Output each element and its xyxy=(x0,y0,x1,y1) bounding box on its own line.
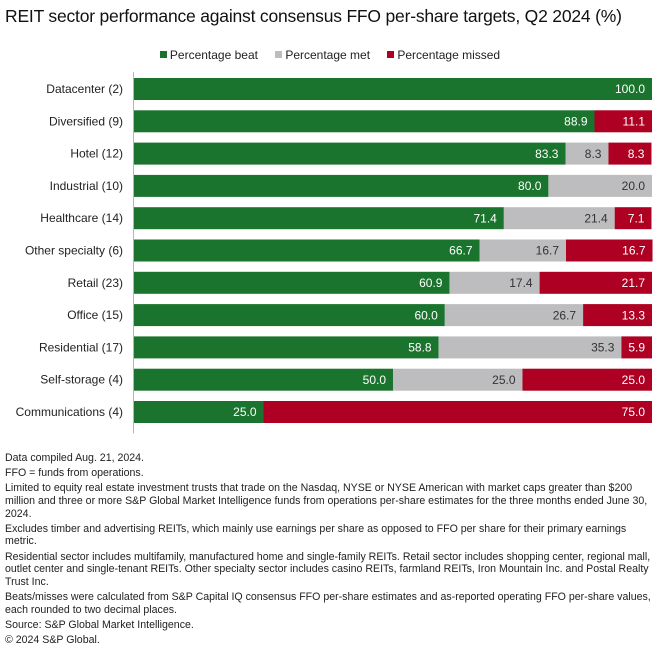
data-label-industrial-beat: 80.0 xyxy=(518,179,542,193)
data-label-retail-beat: 60.9 xyxy=(419,276,443,290)
legend-item-beat: Percentage beat xyxy=(159,48,258,62)
bar-datacenter-beat xyxy=(134,78,652,100)
legend-label-met: Percentage met xyxy=(285,48,371,62)
category-label-healthcare: Healthcare (14) xyxy=(40,211,123,225)
data-label-other-specialty-beat: 66.7 xyxy=(449,244,473,258)
category-label-other-specialty: Other specialty (6) xyxy=(25,244,123,258)
bar-self-storage-missed xyxy=(522,368,652,391)
data-label-residential-missed: 5.9 xyxy=(628,341,645,355)
data-label-diversified-beat: 88.9 xyxy=(564,115,588,129)
category-label-hotel: Hotel (12) xyxy=(70,147,123,161)
legend-label-beat: Percentage beat xyxy=(169,48,258,62)
bar-office-met xyxy=(444,304,584,327)
category-label-residential: Residential (17) xyxy=(39,340,123,354)
data-label-hotel-missed: 8.3 xyxy=(628,147,645,161)
legend-swatch-met xyxy=(275,51,283,58)
note-source: Source: S&P Global Market Intelligence. xyxy=(5,618,194,631)
bar-industrial-beat xyxy=(134,174,549,197)
note-scope: Limited to equity real estate investment… xyxy=(5,482,648,520)
bar-industrial-met xyxy=(548,174,652,197)
data-label-retail-met: 17.4 xyxy=(509,276,533,290)
data-label-self-storage-met: 25.0 xyxy=(492,373,516,387)
data-label-healthcare-beat: 71.4 xyxy=(473,211,497,225)
bar-retail-met xyxy=(449,271,540,294)
data-label-datacenter-beat: 100.0 xyxy=(615,82,645,96)
bar-other-specialty-missed xyxy=(566,239,653,262)
data-label-retail-missed: 21.7 xyxy=(622,276,646,290)
category-label-industrial: Industrial (10) xyxy=(50,179,123,193)
data-label-healthcare-met: 21.4 xyxy=(584,211,608,225)
bar-self-storage-met xyxy=(393,368,523,391)
bar-other-specialty-met xyxy=(479,239,567,262)
note-methodology: Beats/misses were calculated from S&P Ca… xyxy=(5,590,651,616)
bar-hotel-met xyxy=(565,142,609,165)
category-label-retail: Retail (23) xyxy=(68,276,123,290)
bar-diversified-beat xyxy=(134,110,595,133)
bar-residential-beat xyxy=(134,336,439,359)
chart-notes: Data compiled Aug. 21, 2024. FFO = funds… xyxy=(5,452,657,649)
category-label-diversified: Diversified (9) xyxy=(49,114,123,128)
chart-title: REIT sector performance against consensu… xyxy=(5,6,622,26)
chart-legend: Percentage beat Percentage met Percentag… xyxy=(0,48,660,62)
category-label-datacenter: Datacenter (2) xyxy=(46,82,123,96)
data-label-diversified-missed: 11.1 xyxy=(623,115,646,129)
data-label-communications-beat: 25.0 xyxy=(233,405,257,419)
data-label-healthcare-missed: 7.1 xyxy=(628,211,645,225)
data-label-self-storage-beat: 50.0 xyxy=(363,373,387,387)
legend-item-met: Percentage met xyxy=(275,48,370,62)
legend-item-missed: Percentage missed xyxy=(387,48,500,62)
bar-diversified-missed xyxy=(594,110,652,133)
bar-retail-beat xyxy=(134,271,450,294)
category-label-office: Office (15) xyxy=(67,308,123,322)
legend-swatch-missed xyxy=(387,51,395,58)
bar-healthcare-met xyxy=(503,207,615,230)
data-label-office-beat: 60.0 xyxy=(414,308,438,322)
bar-communications-missed xyxy=(263,401,652,423)
data-label-office-missed: 13.3 xyxy=(622,308,646,322)
category-label-self-storage: Self-storage (4) xyxy=(40,373,123,387)
bar-residential-met xyxy=(438,336,622,359)
bar-hotel-beat xyxy=(134,142,566,165)
bar-healthcare-missed xyxy=(614,207,652,230)
bar-other-specialty-beat xyxy=(134,239,480,262)
note-copyright: © 2024 S&P Global. xyxy=(5,633,100,646)
bar-residential-missed xyxy=(621,336,652,359)
bar-hotel-missed xyxy=(608,142,652,165)
legend-label-missed: Percentage missed xyxy=(397,48,501,62)
bar-healthcare-beat xyxy=(134,207,504,230)
data-label-residential-beat: 58.8 xyxy=(408,341,432,355)
bar-communications-beat xyxy=(134,401,264,423)
note-exclusions: Excludes timber and advertising REITs, w… xyxy=(5,522,627,548)
data-label-communications-missed: 75.0 xyxy=(622,405,646,419)
legend-swatch-beat xyxy=(159,51,167,58)
category-label-communications: Communications (4) xyxy=(16,405,123,419)
bar-office-beat xyxy=(134,304,445,327)
data-label-self-storage-missed: 25.0 xyxy=(622,373,646,387)
data-label-other-specialty-missed: 16.7 xyxy=(622,244,646,258)
note-ffo-definition: FFO = funds from operations. xyxy=(5,467,144,480)
bar-self-storage-beat xyxy=(134,368,393,391)
stacked-bar-chart: Datacenter (2) 100.0 Diversified (9) 88.9 11… xyxy=(16,72,653,434)
note-sector-definitions: Residential sector includes multifamily,… xyxy=(5,550,651,588)
note-data-compiled: Data compiled Aug. 21, 2024. xyxy=(5,452,144,464)
data-label-hotel-beat: 83.3 xyxy=(535,147,559,161)
data-label-other-specialty-met: 16.7 xyxy=(536,244,560,258)
data-label-hotel-met: 8.3 xyxy=(585,147,602,161)
bar-office-missed xyxy=(583,304,652,327)
data-label-office-met: 26.7 xyxy=(553,308,577,322)
data-label-residential-met: 35.3 xyxy=(591,341,615,355)
data-label-industrial-met: 20.0 xyxy=(622,179,646,193)
bar-retail-missed xyxy=(539,271,652,294)
